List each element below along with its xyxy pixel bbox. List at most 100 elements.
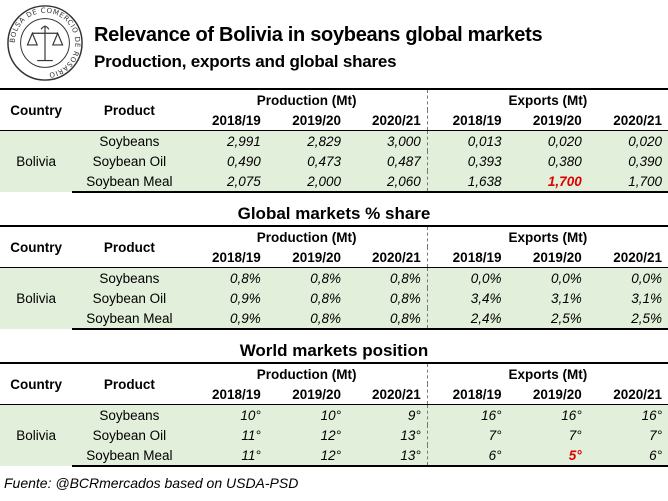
year-header: 2019/20 [532, 249, 582, 265]
value-cell: 7° [426, 425, 508, 445]
product-cell: Soybean Meal [72, 445, 187, 467]
value-cell: 11° [186, 425, 267, 445]
value-cell: 12° [266, 425, 347, 445]
value-cell: 2,5% [507, 308, 588, 330]
value-cell: 0,020 [507, 130, 588, 151]
product-cell: Soybean Meal [72, 171, 187, 193]
year-header: 2019/20 [292, 249, 341, 265]
value-cell: 16° [507, 404, 588, 425]
value-cell: 16° [426, 404, 508, 425]
production-header: Production (Mt) [186, 225, 428, 247]
value-cell: 0,8% [266, 288, 347, 308]
year-header: 2020/21 [371, 112, 421, 128]
table-row: Bolivia Soybeans 2,991 2,829 3,000 0,013… [0, 130, 668, 192]
product-cell: Soybeans [72, 267, 187, 288]
value-cell: 3,000 [347, 130, 428, 151]
year-header: 2018/19 [211, 386, 261, 402]
value-cell: 3,4% [426, 288, 508, 308]
value-cell: 0,487 [347, 151, 428, 171]
value-cell: 0,020 [587, 130, 668, 151]
highlighted-value-cell: 1,700 [507, 171, 588, 193]
value-cell: 1,700 [587, 171, 668, 193]
country-header: Country [0, 362, 73, 405]
product-cell: Soybean Oil [72, 425, 187, 445]
value-cell: 0,393 [426, 151, 508, 171]
value-cell: 6° [587, 445, 668, 467]
value-cell: 12° [266, 445, 347, 467]
value-cell: 2,075 [186, 171, 267, 193]
value-cell: 0,380 [507, 151, 588, 171]
table-row: Bolivia Soybeans 10° 10° 9° 16° 16° 16° [0, 404, 668, 466]
year-header: 2020/21 [371, 386, 421, 402]
value-cell: 0,0% [587, 267, 668, 288]
shares-section-title: Global markets % share [237, 204, 431, 223]
value-cell: 10° [186, 404, 267, 425]
product-header: Product [72, 362, 187, 405]
year-header: 2019/20 [292, 386, 341, 402]
product-header: Product [72, 88, 187, 131]
year-header: 2019/20 [532, 386, 582, 402]
exports-header: Exports (Mt) [426, 88, 668, 110]
value-cell: 0,9% [186, 288, 267, 308]
value-cell: 3,1% [587, 288, 668, 308]
exports-header: Exports (Mt) [426, 225, 668, 247]
table-row: Soybean Oil 0,9% 0,8% 0,8% 3,4% 3,1% 3,1… [0, 288, 668, 308]
value-cell: 0,8% [266, 308, 347, 330]
value-cell: 0,473 [266, 151, 347, 171]
value-cell: 0,390 [587, 151, 668, 171]
year-header: 2019/20 [292, 112, 341, 128]
source-note: Fuente: @BCRmercados based on USDA-PSD [4, 475, 299, 491]
year-header: 2018/19 [426, 247, 508, 268]
value-cell: 0,9% [186, 308, 267, 330]
product-cell: Soybean Meal [72, 308, 187, 330]
country-header: Country [0, 225, 73, 268]
table-row: Soybean Oil 11° 12° 13° 7° 7° 7° [0, 425, 668, 445]
production-header: Production (Mt) [186, 88, 428, 110]
value-cell: 10° [266, 404, 347, 425]
table-row: Soybean Meal 0,9% 0,8% 0,8% 2,4% 2,5% 2,… [0, 308, 668, 330]
table-row: Soybean Meal 11° 12° 13° 6° 5° 6° [0, 445, 668, 467]
product-cell: Soybean Oil [72, 151, 187, 171]
volumes-table: Country Product Production (Mt) Exports … [0, 88, 668, 193]
value-cell: 9° [347, 404, 428, 425]
value-cell: 0,8% [266, 267, 347, 288]
country-cell: Bolivia [0, 130, 73, 192]
positions-table: Country Product Production (Mt) Exports … [0, 362, 668, 467]
country-cell: Bolivia [0, 267, 73, 329]
value-cell: 2,829 [266, 130, 347, 151]
shares-table: Country Product Production (Mt) Exports … [0, 225, 668, 330]
year-header: 2020/21 [613, 112, 662, 128]
year-header: 2018/19 [211, 249, 261, 265]
value-cell: 2,000 [266, 171, 347, 193]
value-cell: 0,8% [347, 267, 428, 288]
product-header: Product [72, 225, 187, 268]
value-cell: 7° [507, 425, 588, 445]
value-cell: 2,5% [587, 308, 668, 330]
value-cell: 3,1% [507, 288, 588, 308]
value-cell: 0,0% [507, 267, 588, 288]
product-cell: Soybean Oil [72, 288, 187, 308]
year-header: 2020/21 [613, 249, 662, 265]
year-header: 2018/19 [211, 112, 261, 128]
value-cell: 2,060 [347, 171, 428, 193]
product-cell: Soybeans [72, 404, 187, 425]
year-header: 2018/19 [426, 384, 508, 405]
highlighted-value-cell: 5° [507, 445, 588, 467]
value-cell: 0,8% [347, 288, 428, 308]
value-cell: 11° [186, 445, 267, 467]
value-cell: 2,991 [186, 130, 267, 151]
table-row: Soybean Meal 2,075 2,000 2,060 1,638 1,7… [0, 171, 668, 193]
value-cell: 1,638 [426, 171, 508, 193]
value-cell: 0,0% [426, 267, 508, 288]
header: BOLSA DE COMERCIO DE ROSARIO Relevance o… [0, 0, 668, 86]
country-header: Country [0, 88, 73, 131]
bcr-seal-logo: BOLSA DE COMERCIO DE ROSARIO [7, 5, 83, 81]
positions-section-title: World markets position [239, 341, 429, 360]
value-cell: 6° [426, 445, 508, 467]
product-cell: Soybeans [72, 130, 187, 151]
table-row: Soybean Oil 0,490 0,473 0,487 0,393 0,38… [0, 151, 668, 171]
table-row: Bolivia Soybeans 0,8% 0,8% 0,8% 0,0% 0,0… [0, 267, 668, 329]
value-cell: 0,490 [186, 151, 267, 171]
exports-header: Exports (Mt) [426, 362, 668, 384]
value-cell: 0,8% [347, 308, 428, 330]
